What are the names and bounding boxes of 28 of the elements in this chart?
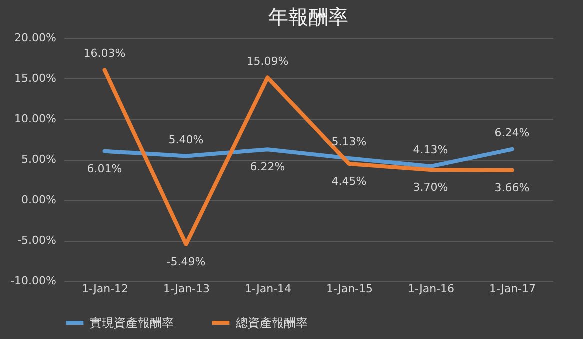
x-tick-label: 1-Jan-17	[489, 282, 536, 296]
x-tick-label: 1-Jan-12	[82, 282, 129, 296]
y-tick-label: 15.00%	[14, 72, 56, 85]
data-label: 15.09%	[246, 54, 289, 68]
data-label: 3.66%	[494, 181, 530, 194]
data-label: 3.70%	[413, 181, 448, 194]
x-tick-label: 1-Jan-15	[326, 282, 374, 296]
data-label: 6.01%	[87, 162, 122, 176]
legend-label: 實現資產報酬率	[90, 316, 174, 330]
data-label: 6.24%	[494, 126, 530, 140]
data-label: -5.49%	[166, 255, 206, 268]
y-tick-label: 0.00%	[22, 194, 56, 206]
x-tick-label: 1-Jan-16	[408, 282, 455, 296]
x-tick-label: 1-Jan-14	[244, 282, 292, 296]
x-tick-label: 1-Jan-13	[163, 282, 210, 296]
data-label: 5.13%	[332, 135, 367, 148]
y-tick-label: 5.00%	[22, 153, 56, 166]
y-tick-label: -5.00%	[18, 234, 56, 247]
y-tick-label: 10.00%	[14, 112, 56, 126]
data-label: 4.13%	[413, 144, 448, 157]
data-label: 16.03%	[84, 47, 126, 60]
data-label: 6.22%	[250, 160, 286, 174]
chart-title: 年報酬率	[268, 5, 348, 29]
y-tick-label: -10.00%	[10, 274, 56, 288]
y-tick-label: 20.00%	[14, 32, 56, 44]
data-label: 5.40%	[168, 133, 204, 146]
data-label: 4.45%	[332, 174, 367, 188]
legend-label: 總資產報酬率	[235, 316, 308, 330]
